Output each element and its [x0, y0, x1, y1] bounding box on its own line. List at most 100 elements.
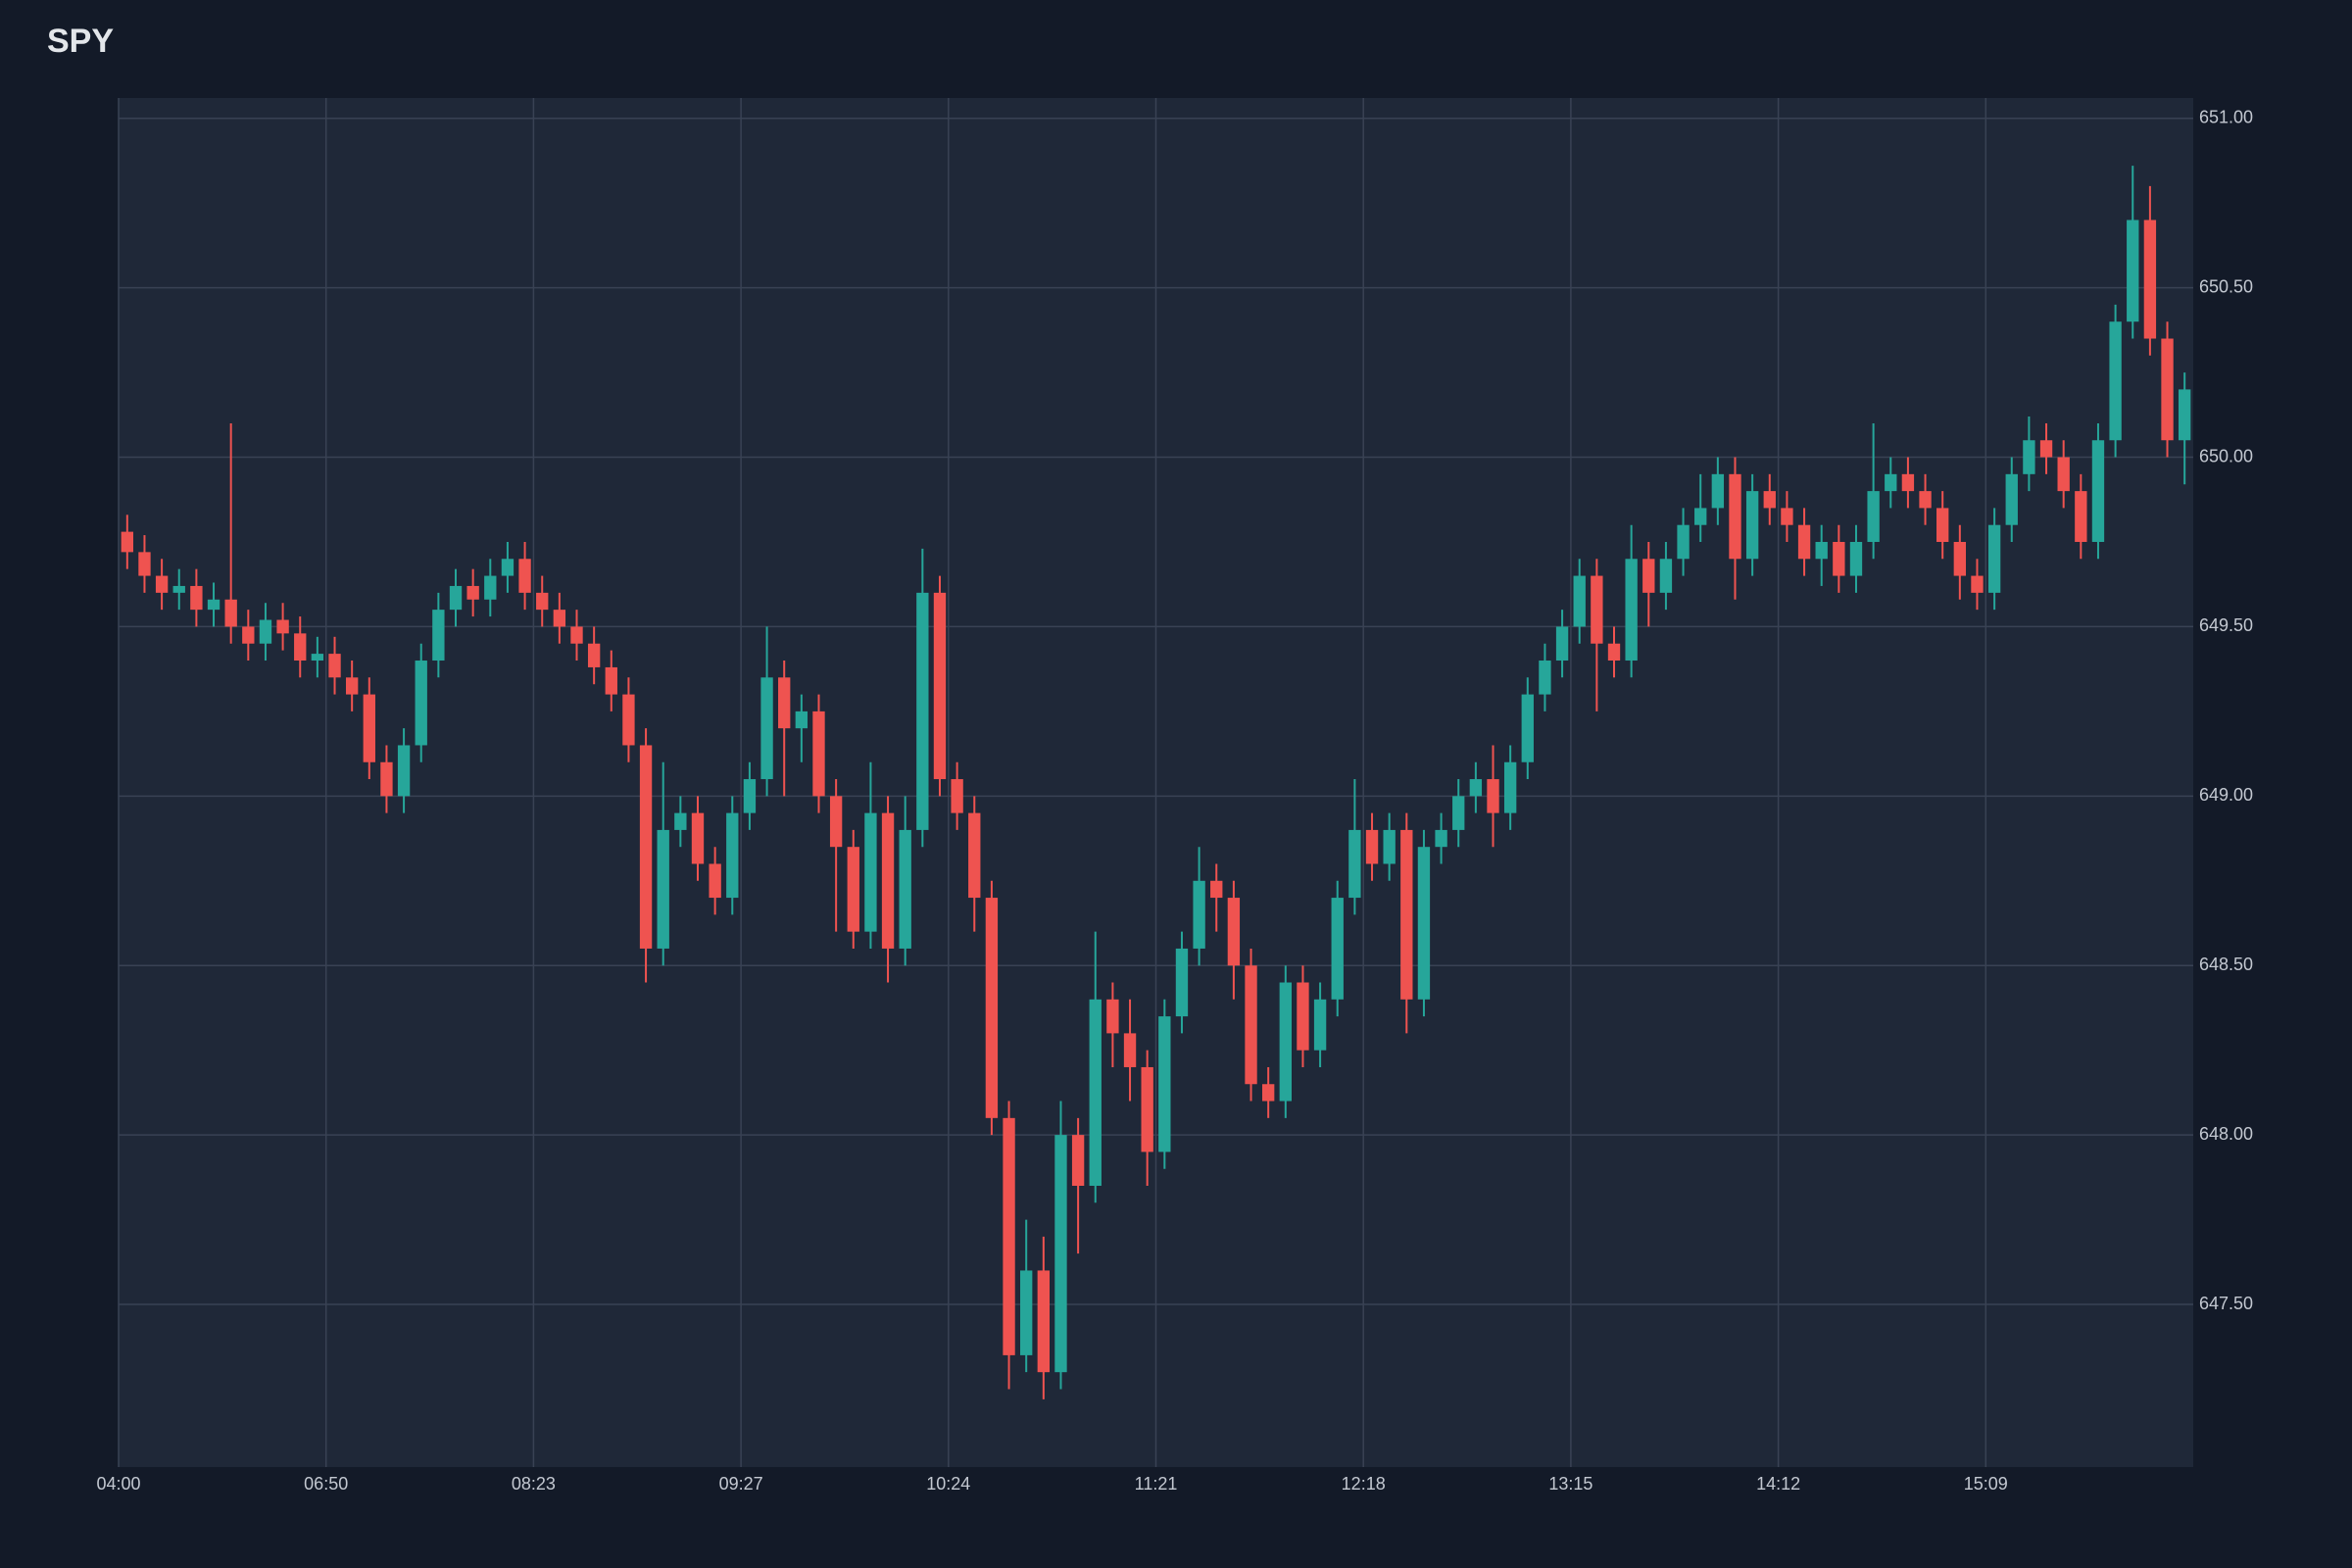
- candle-body: [1781, 508, 1793, 525]
- candle-body: [121, 531, 133, 553]
- x-tick-label: 06:50: [304, 1474, 348, 1494]
- candle-body: [1106, 999, 1119, 1034]
- candle-body: [1677, 524, 1690, 560]
- candle-body: [1487, 779, 1499, 813]
- candle-body: [1261, 1084, 1275, 1102]
- candle-body: [1521, 694, 1534, 762]
- candle-body: [536, 592, 549, 611]
- candle-body: [1417, 847, 1431, 1000]
- candle-body: [1919, 491, 1932, 509]
- candle-body: [553, 610, 566, 627]
- x-tick-label: 04:00: [96, 1474, 140, 1494]
- candle-body: [795, 710, 808, 729]
- candle-body: [587, 643, 601, 667]
- candle-body: [1936, 508, 1949, 542]
- candle-body: [916, 592, 929, 830]
- candle-body: [674, 812, 687, 830]
- y-tick-label: 650.00: [2199, 446, 2253, 466]
- x-tick-label: 14:12: [1756, 1474, 1800, 1494]
- candle-body: [2039, 440, 2053, 458]
- candle-body: [605, 666, 617, 695]
- candle-body: [484, 575, 497, 600]
- x-tick-label: 13:15: [1548, 1474, 1592, 1494]
- candle-body: [1901, 473, 1915, 492]
- candle-body: [726, 812, 739, 899]
- candle-body: [276, 619, 289, 634]
- candle-body: [1123, 1033, 1137, 1067]
- candle-body: [899, 829, 911, 949]
- candle-body: [1313, 999, 1327, 1051]
- y-tick-label: 650.50: [2199, 276, 2253, 296]
- candle-body: [1729, 473, 1741, 560]
- candle-body: [1469, 779, 1483, 797]
- candle-body: [1885, 473, 1897, 492]
- x-tick-label: 15:09: [1964, 1474, 2008, 1494]
- candle-body: [622, 694, 635, 746]
- candle-body: [1815, 541, 1828, 560]
- chart-title: SPY: [47, 23, 114, 60]
- candle-body: [432, 610, 445, 662]
- candle-body: [1089, 999, 1102, 1186]
- candle-body: [1348, 829, 1361, 899]
- candle-body: [985, 898, 999, 1118]
- candle-body: [1591, 575, 1603, 644]
- candle-body: [1193, 880, 1205, 949]
- candle-body: [2057, 457, 2070, 492]
- candle-body: [639, 745, 653, 949]
- candle-body: [864, 812, 877, 932]
- candle-body: [259, 619, 272, 644]
- candle-body: [570, 626, 583, 644]
- y-tick-label: 649.50: [2199, 615, 2253, 635]
- candle-body: [363, 694, 375, 762]
- candle-body: [709, 863, 721, 899]
- candle-body: [1175, 948, 1189, 1017]
- candle-body: [380, 761, 393, 797]
- candle-body: [518, 559, 531, 593]
- candle-body: [155, 575, 169, 593]
- candle-body: [1503, 761, 1517, 813]
- candle-body: [812, 710, 825, 797]
- candle-body: [345, 677, 359, 695]
- candle-body: [1435, 829, 1447, 848]
- candle-body: [760, 677, 773, 780]
- candle-body: [501, 559, 514, 576]
- x-tick-label: 12:18: [1342, 1474, 1386, 1494]
- candle-body: [1227, 898, 1241, 966]
- candle-body: [2091, 440, 2105, 542]
- candle-body: [1279, 982, 1292, 1102]
- candle-body: [743, 779, 757, 813]
- candle-body: [311, 654, 324, 662]
- candle-body: [2023, 440, 2035, 474]
- candle-body: [2143, 220, 2157, 339]
- candle-body: [1331, 898, 1344, 1000]
- candle-body: [1745, 491, 1759, 560]
- candle-body: [1210, 880, 1223, 899]
- candle-body: [2075, 491, 2087, 542]
- candle-body: [1694, 508, 1707, 525]
- candle-body: [1659, 559, 1673, 593]
- candle-body: [1763, 491, 1776, 509]
- candle-body: [1054, 1135, 1067, 1373]
- candle-body: [881, 812, 895, 949]
- candle-body: [397, 745, 411, 797]
- candle-body: [1555, 626, 1569, 662]
- candle-body: [2161, 338, 2174, 441]
- candle-body: [449, 585, 463, 611]
- candle-body: [968, 812, 981, 899]
- candle-body: [242, 626, 255, 644]
- candle-body: [190, 585, 203, 611]
- x-tick-label: 09:27: [719, 1474, 763, 1494]
- candle-body: [1833, 541, 1845, 576]
- candle-body: [1642, 559, 1655, 593]
- candle-body: [1383, 829, 1396, 864]
- candle-body: [1971, 575, 1984, 593]
- candle-body: [1365, 829, 1379, 864]
- candle-body: [933, 592, 947, 780]
- candle-body: [2005, 473, 2018, 525]
- candle-body: [1141, 1066, 1153, 1152]
- candle-body: [224, 599, 237, 627]
- y-tick-label: 648.00: [2199, 1124, 2253, 1144]
- candle-body: [778, 677, 791, 729]
- candle-body: [657, 829, 669, 949]
- candle-body: [172, 585, 185, 593]
